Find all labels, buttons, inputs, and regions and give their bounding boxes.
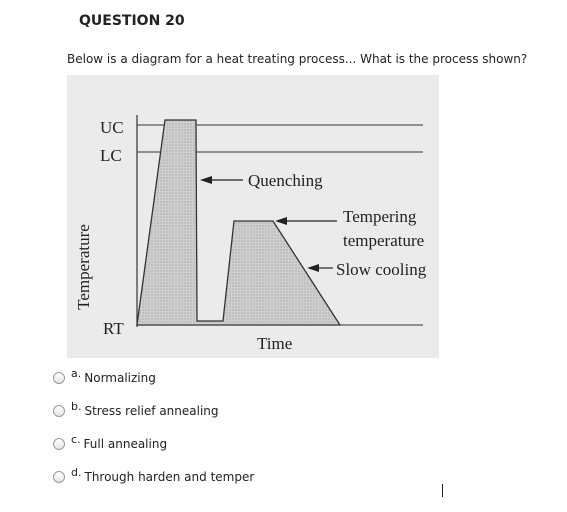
slow-cooling-label: Slow cooling [336, 260, 427, 279]
radio-button[interactable] [53, 471, 65, 483]
x-axis-label: Time [257, 334, 292, 353]
tempering-label-line2: temperature [343, 231, 424, 250]
tempering-label-line1: Tempering [343, 207, 417, 226]
choice-letter: a. [71, 366, 82, 380]
text-cursor [442, 484, 443, 497]
radio-button[interactable] [53, 372, 65, 384]
choice-label[interactable]: Stress relief annealing [84, 404, 219, 418]
choice-c[interactable]: c. Full annealing [53, 433, 168, 451]
y-axis-label: Temperature [74, 224, 93, 310]
choice-letter: c. [71, 432, 81, 446]
choice-a[interactable]: a. Normalizing [53, 367, 156, 385]
question-title: QUESTION 20 [79, 13, 185, 29]
choice-label[interactable]: Through harden and temper [84, 470, 255, 484]
choice-letter: b. [71, 399, 82, 413]
choice-label[interactable]: Normalizing [84, 371, 156, 385]
uc-label: UC [100, 118, 124, 137]
quenching-label: Quenching [248, 171, 323, 190]
rt-label: RT [103, 319, 124, 338]
heat-treatment-diagram: UC LC RT Temperature Time Quenching Temp… [67, 75, 439, 358]
radio-button[interactable] [53, 405, 65, 417]
quenching-arrow [200, 176, 243, 184]
process-curve [136, 119, 342, 326]
question-text: Below is a diagram for a heat treating p… [67, 52, 528, 66]
choice-d[interactable]: d. Through harden and temper [53, 466, 255, 484]
radio-button[interactable] [53, 438, 65, 450]
choice-b[interactable]: b. Stress relief annealing [53, 400, 219, 418]
tempering-arrow [275, 217, 337, 225]
choice-letter: d. [71, 465, 82, 479]
choice-label[interactable]: Full annealing [83, 437, 168, 451]
slow-cooling-arrow [307, 264, 333, 272]
lc-label: LC [100, 146, 122, 165]
